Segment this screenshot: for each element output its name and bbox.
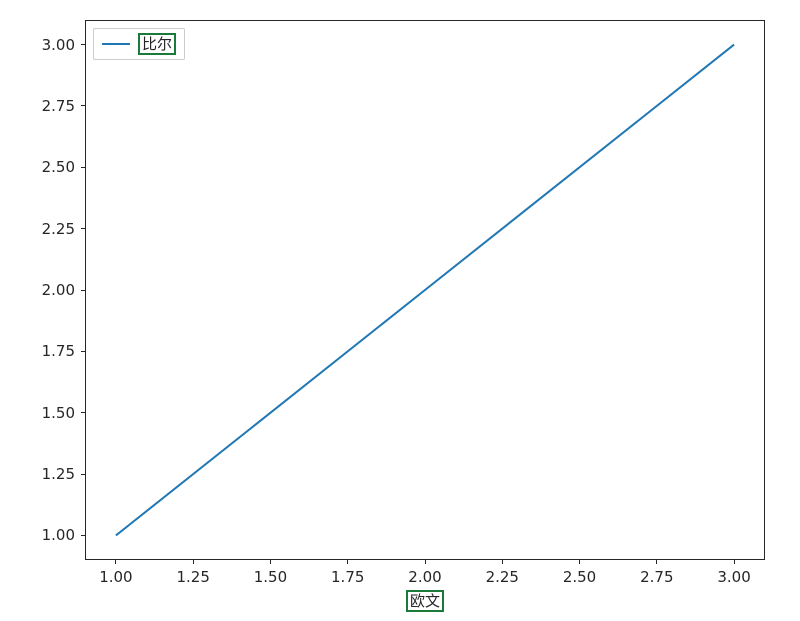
y-tick-label: 1.25 bbox=[42, 465, 75, 483]
x-axis-label-highlight: 欧文 bbox=[406, 590, 444, 612]
y-tick-mark bbox=[81, 474, 85, 475]
legend: 比尔 bbox=[93, 28, 185, 60]
x-tick-label: 1.75 bbox=[331, 568, 364, 586]
x-tick-mark bbox=[115, 560, 116, 564]
x-tick-mark bbox=[502, 560, 503, 564]
x-tick-label: 1.50 bbox=[254, 568, 287, 586]
y-tick-mark bbox=[81, 535, 85, 536]
plot-area: 比尔 bbox=[85, 20, 765, 560]
chart-figure: 比尔 1.001.251.501.752.002.252.502.753.00 … bbox=[0, 0, 800, 621]
y-tick-label: 1.00 bbox=[42, 526, 75, 544]
x-axis-label-container: 欧文 bbox=[406, 590, 444, 612]
line-series bbox=[116, 45, 734, 536]
y-tick-mark bbox=[81, 351, 85, 352]
y-tick-mark bbox=[81, 105, 85, 106]
x-tick-label: 2.25 bbox=[486, 568, 519, 586]
x-tick-mark bbox=[734, 560, 735, 564]
line-series-layer bbox=[85, 20, 765, 560]
x-tick-label: 2.00 bbox=[408, 568, 441, 586]
legend-entry: 比尔 bbox=[102, 33, 176, 55]
legend-label-highlight: 比尔 bbox=[138, 33, 176, 55]
x-tick-label: 1.00 bbox=[99, 568, 132, 586]
x-tick-mark bbox=[270, 560, 271, 564]
y-tick-label: 2.25 bbox=[42, 220, 75, 238]
y-tick-label: 1.75 bbox=[42, 342, 75, 360]
y-tick-mark bbox=[81, 44, 85, 45]
x-tick-label: 1.25 bbox=[176, 568, 209, 586]
x-axis-label: 欧文 bbox=[410, 592, 440, 610]
x-tick-label: 2.50 bbox=[563, 568, 596, 586]
y-tick-label: 1.50 bbox=[42, 404, 75, 422]
x-tick-mark bbox=[579, 560, 580, 564]
x-tick-mark bbox=[347, 560, 348, 564]
y-tick-mark bbox=[81, 228, 85, 229]
y-tick-mark bbox=[81, 290, 85, 291]
x-tick-mark bbox=[193, 560, 194, 564]
y-tick-label: 2.00 bbox=[42, 281, 75, 299]
legend-line-sample bbox=[102, 43, 130, 45]
y-tick-mark bbox=[81, 412, 85, 413]
legend-label: 比尔 bbox=[142, 35, 172, 53]
y-tick-mark bbox=[81, 167, 85, 168]
y-tick-label: 2.50 bbox=[42, 158, 75, 176]
x-tick-mark bbox=[425, 560, 426, 564]
x-tick-mark bbox=[656, 560, 657, 564]
y-tick-label: 3.00 bbox=[42, 36, 75, 54]
x-tick-label: 2.75 bbox=[640, 568, 673, 586]
y-tick-label: 2.75 bbox=[42, 97, 75, 115]
x-tick-label: 3.00 bbox=[717, 568, 750, 586]
